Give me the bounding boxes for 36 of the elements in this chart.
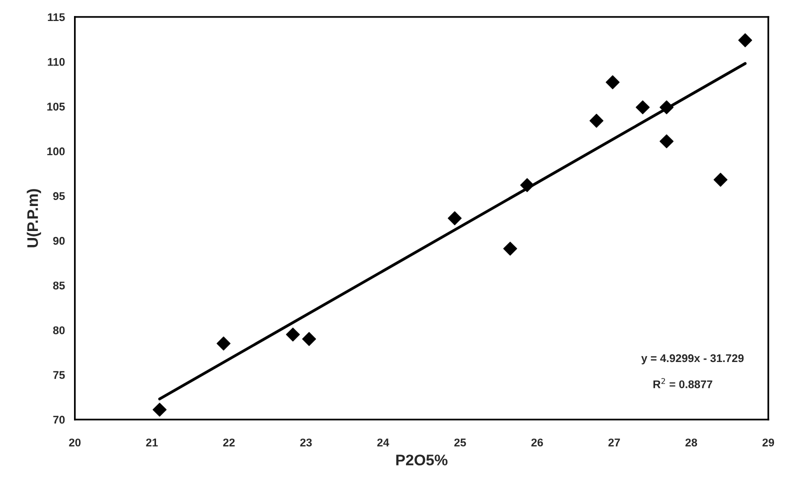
point [606,75,620,90]
point [152,402,167,417]
point [302,332,316,346]
x-tick-label: 26 [531,438,543,446]
point [286,328,300,342]
y-tick-label: 90 [53,236,65,245]
y-tick-label: 100 [47,147,65,156]
point [448,211,462,226]
x-tick-label: 29 [762,438,774,446]
y-tick-label: 115 [48,13,65,22]
y-tick-label: 85 [53,282,65,290]
x-tick-label: 22 [223,438,235,446]
y-tick-label: 105 [47,102,65,111]
point [714,172,728,187]
annotation: y = 4.9299x - 31.729 [641,354,744,364]
x-tick-label: 24 [377,438,390,446]
point [636,100,650,114]
x-tick-label: 25 [454,438,466,446]
x-tick-label: 21 [146,438,158,446]
y-axis-title: U(P.P.m) [26,189,42,248]
x-tick-label: 27 [608,438,620,446]
y-tick-label: 80 [53,326,65,334]
y-tick-label: 70 [53,416,65,424]
x-tick-label: 23 [300,438,312,446]
x-axis-title: P2O5% [396,454,448,466]
y-tick-label: 110 [48,58,65,66]
y-tick-label: 75 [53,371,65,379]
point [216,336,231,350]
annotation: R$^{2}$ = 0.8877 [653,378,712,388]
point [503,242,518,256]
point [660,134,674,148]
x-tick-label: 28 [685,438,698,446]
point [738,33,752,48]
y-tick-label: 95 [53,192,65,200]
x-tick-label: 20 [69,438,81,446]
point [590,114,604,128]
